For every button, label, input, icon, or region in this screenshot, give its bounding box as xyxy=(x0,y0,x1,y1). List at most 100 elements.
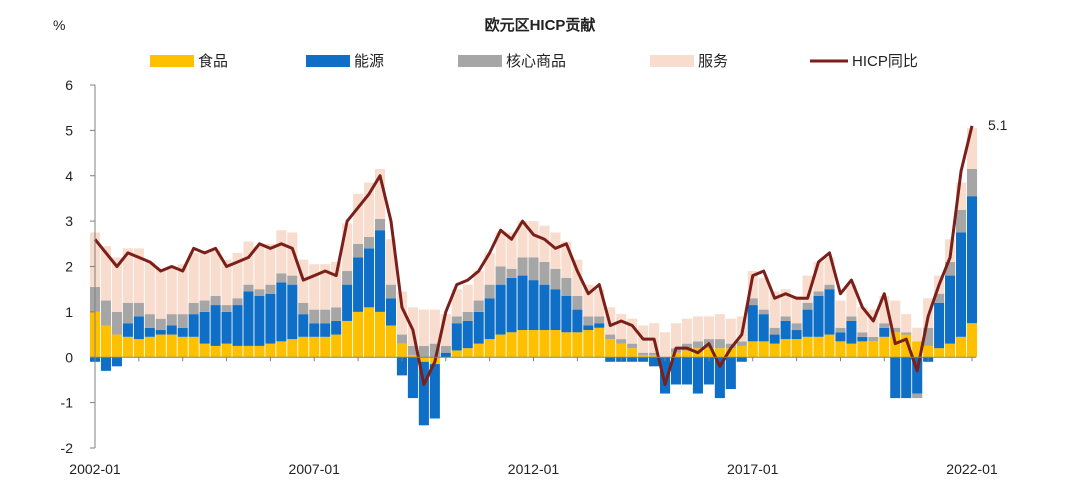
bar-服务 xyxy=(868,309,879,337)
bar-能源 xyxy=(966,196,978,324)
bar-能源 xyxy=(342,284,353,321)
bar-核心商品 xyxy=(320,309,331,324)
bar-服务 xyxy=(627,318,638,344)
bar-能源 xyxy=(177,327,188,337)
bar-食品 xyxy=(298,336,309,358)
bar-食品 xyxy=(758,341,769,358)
bar-核心商品 xyxy=(627,343,638,349)
bar-服务 xyxy=(747,271,758,299)
bar-能源 xyxy=(791,330,802,340)
bar-核心商品 xyxy=(440,345,451,353)
bar-核心商品 xyxy=(353,243,364,258)
bar-食品 xyxy=(309,336,320,358)
bar-食品 xyxy=(353,311,364,358)
bar-服务 xyxy=(342,223,353,272)
bar-能源 xyxy=(331,320,342,335)
bar-核心商品 xyxy=(780,316,791,321)
bar-食品 xyxy=(835,341,846,358)
bar-服务 xyxy=(473,271,484,301)
y-axis-unit-label: % xyxy=(53,17,65,33)
bar-服务 xyxy=(331,261,342,308)
bar-服务 xyxy=(276,230,287,274)
bar-能源 xyxy=(955,232,967,337)
bar-核心商品 xyxy=(418,345,429,358)
bar-服务 xyxy=(374,168,386,219)
bar-服务 xyxy=(429,309,440,344)
y-tick-label: 0 xyxy=(65,349,73,365)
bar-核心商品 xyxy=(539,261,550,285)
bar-能源 xyxy=(155,330,166,335)
bar-服务 xyxy=(133,248,144,303)
bar-服务 xyxy=(232,252,243,299)
bar-核心商品 xyxy=(638,352,649,355)
legend-item: 食品 xyxy=(150,53,228,70)
bar-食品 xyxy=(780,339,791,358)
legend-swatch xyxy=(458,55,502,67)
end-value-annotation: 5.1 xyxy=(988,117,1008,133)
bar-服务 xyxy=(287,232,298,276)
chart-title: 欧元区HICP贡献 xyxy=(485,16,596,34)
bar-核心商品 xyxy=(923,327,934,346)
bar-能源 xyxy=(100,357,112,371)
bar-核心商品 xyxy=(111,311,122,335)
legend-item: 能源 xyxy=(306,53,384,70)
bar-食品 xyxy=(736,345,747,358)
bar-能源 xyxy=(309,323,320,337)
bar-服务 xyxy=(309,264,320,310)
bar-服务 xyxy=(660,332,671,358)
bar-能源 xyxy=(111,357,122,367)
bar-服务 xyxy=(594,289,605,317)
bar-核心商品 xyxy=(692,341,703,349)
bar-食品 xyxy=(572,332,583,358)
bar-能源 xyxy=(484,298,495,340)
bar-服务 xyxy=(890,300,901,328)
bar-核心商品 xyxy=(890,327,901,333)
bar-服务 xyxy=(100,246,112,301)
bar-食品 xyxy=(506,332,517,358)
bar-食品 xyxy=(133,339,144,358)
bar-食品 xyxy=(912,341,923,358)
bar-能源 xyxy=(681,357,693,385)
bar-能源 xyxy=(725,357,736,390)
bar-核心商品 xyxy=(594,316,605,324)
bar-核心商品 xyxy=(364,237,375,249)
bar-食品 xyxy=(966,323,978,358)
bar-核心商品 xyxy=(561,277,572,296)
legend-label: 能源 xyxy=(354,53,384,70)
bar-能源 xyxy=(890,357,901,399)
x-tick-label: 2017-01 xyxy=(727,461,779,477)
bar-食品 xyxy=(561,332,572,358)
bar-能源 xyxy=(594,323,605,328)
y-tick-label: 2 xyxy=(65,259,73,275)
bar-服务 xyxy=(561,241,572,278)
bar-服务 xyxy=(440,314,451,346)
bar-食品 xyxy=(177,336,188,358)
bar-服务 xyxy=(111,257,122,312)
bar-食品 xyxy=(462,348,473,358)
bar-服务 xyxy=(802,275,813,303)
bar-服务 xyxy=(681,318,693,344)
bar-核心商品 xyxy=(955,209,967,233)
bar-食品 xyxy=(813,336,824,358)
bar-能源 xyxy=(353,257,364,312)
bar-核心商品 xyxy=(133,302,144,317)
bar-食品 xyxy=(714,348,725,358)
bar-能源 xyxy=(780,320,791,340)
bar-食品 xyxy=(627,348,638,358)
bar-食品 xyxy=(473,343,484,358)
bar-核心商品 xyxy=(100,300,112,326)
bar-核心商品 xyxy=(736,341,747,346)
bar-服务 xyxy=(188,252,199,303)
bar-服务 xyxy=(122,248,133,303)
bar-服务 xyxy=(769,291,780,328)
bar-能源 xyxy=(769,334,780,344)
legend-label: 服务 xyxy=(698,53,728,70)
bar-食品 xyxy=(528,330,539,358)
bar-能源 xyxy=(736,357,747,362)
bar-能源 xyxy=(879,327,890,337)
bar-服务 xyxy=(846,284,857,317)
bar-核心商品 xyxy=(166,314,177,326)
bar-能源 xyxy=(703,357,714,385)
bar-核心商品 xyxy=(583,316,594,326)
bar-服务 xyxy=(364,182,375,238)
